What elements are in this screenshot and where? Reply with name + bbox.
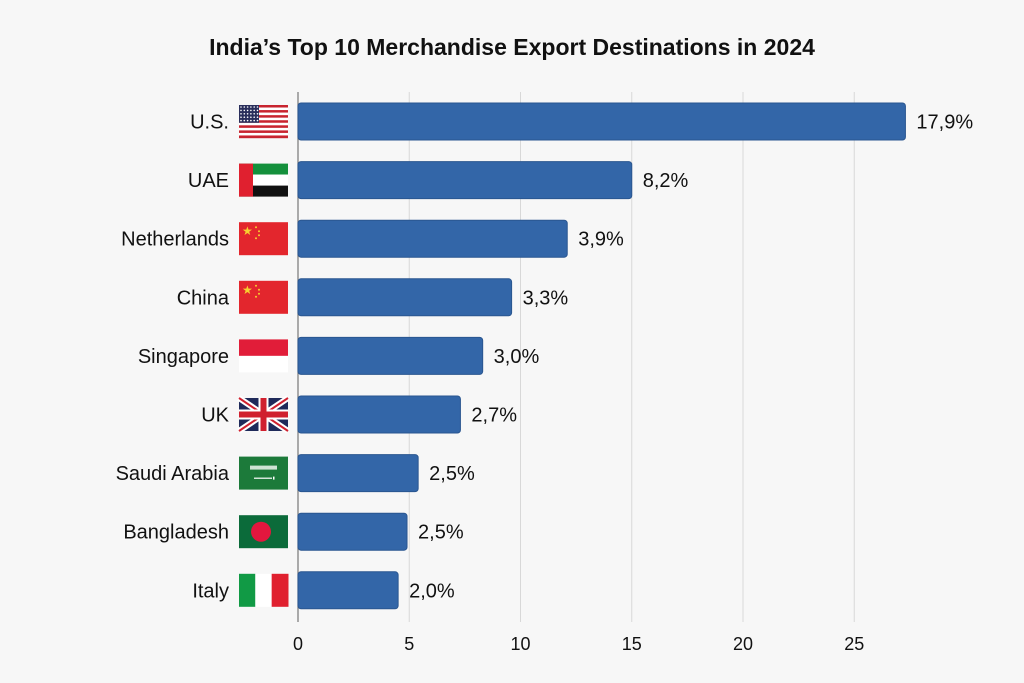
bar-row: UAE 8,2%	[188, 161, 689, 200]
x-tick-label: 5	[404, 634, 414, 654]
bar-row: China ★ 3,3%	[177, 278, 569, 317]
category-label: China	[177, 287, 230, 309]
data-label: 2,7%	[471, 405, 517, 427]
x-tick-label: 25	[844, 634, 864, 654]
data-label: 2,5%	[418, 522, 464, 544]
data-label: 17,9%	[916, 112, 973, 134]
bar-row: Italy 2,0%	[192, 571, 455, 610]
bar	[297, 219, 568, 258]
bar-row: U.S. 17,9%	[190, 102, 973, 141]
category-label: Singapore	[138, 346, 229, 368]
bar	[297, 161, 633, 200]
chart-title: India’s Top 10 Merchandise Export Destin…	[209, 34, 815, 60]
svg-text:★: ★	[242, 283, 253, 297]
x-tick-label: 20	[733, 634, 753, 654]
bar	[297, 454, 419, 493]
category-label: Italy	[192, 580, 229, 602]
bar	[297, 571, 399, 610]
category-label: UK	[201, 405, 229, 427]
bangladesh-flag-icon	[239, 515, 288, 549]
bar-row: Netherlands ★ 3,9%	[121, 219, 624, 258]
bar-row: Bangladesh 2,5%	[123, 512, 464, 551]
data-label: 3,3%	[523, 287, 569, 309]
china-flag-icon: ★	[239, 222, 288, 256]
bar	[297, 278, 513, 317]
bar-row: Singapore 3,0%	[138, 336, 540, 375]
china-flag-icon: ★	[239, 280, 288, 314]
indonesia-flag-icon	[239, 339, 288, 373]
us-flag-icon	[239, 105, 288, 139]
bar-row: Saudi Arabia 2,5%	[116, 454, 475, 493]
bar	[297, 395, 461, 434]
bar-row: UK 2,7%	[201, 395, 517, 434]
x-tick-label: 10	[510, 634, 530, 654]
x-tick-label: 0	[293, 634, 303, 654]
category-label: U.S.	[190, 112, 229, 134]
saudi-arabia-flag-icon	[239, 456, 288, 490]
data-label: 3,9%	[578, 229, 624, 251]
category-label: UAE	[188, 170, 229, 192]
uae-flag-icon	[239, 163, 288, 197]
data-label: 3,0%	[494, 346, 540, 368]
bar	[297, 512, 408, 551]
bar	[297, 336, 484, 375]
bar	[297, 102, 906, 141]
data-label: 2,0%	[409, 580, 455, 602]
italy-flag-icon	[239, 573, 289, 607]
x-tick-label: 15	[622, 634, 642, 654]
category-label: Netherlands	[121, 229, 229, 251]
svg-text:★: ★	[242, 224, 253, 238]
category-label: Bangladesh	[123, 522, 229, 544]
data-label: 8,2%	[643, 170, 689, 192]
data-label: 2,5%	[429, 463, 475, 485]
uk-flag-icon	[237, 395, 290, 434]
category-label: Saudi Arabia	[116, 463, 230, 485]
